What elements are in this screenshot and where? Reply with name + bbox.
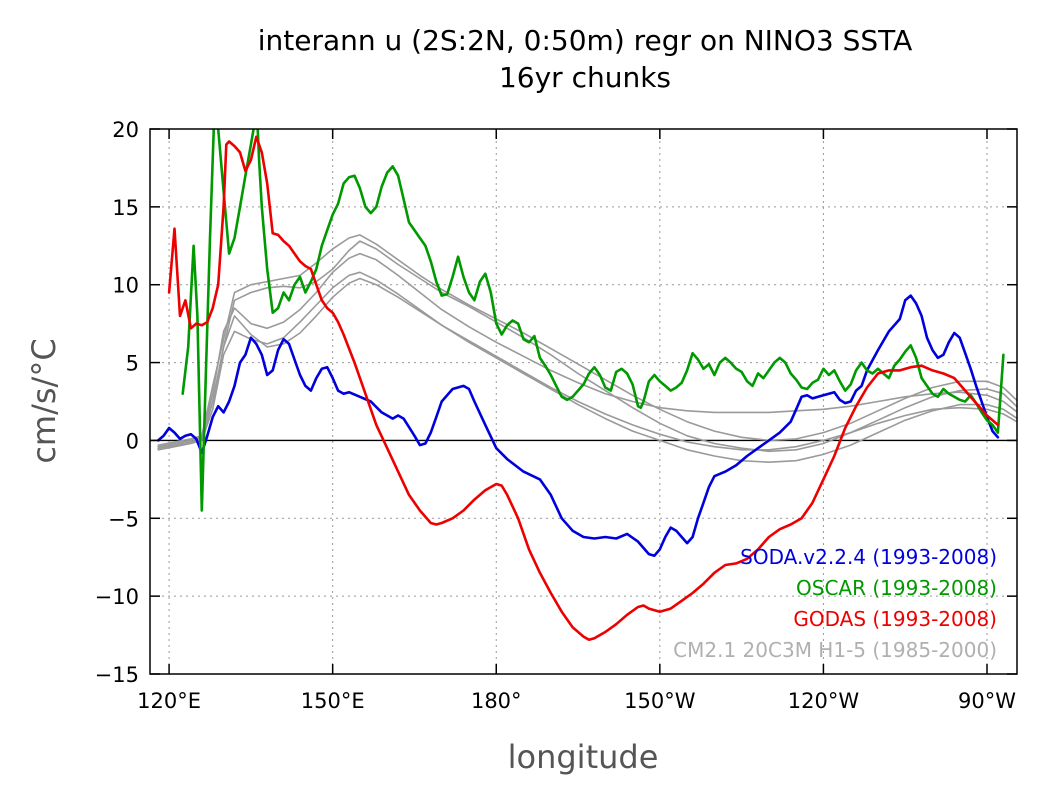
series-line-1 [157, 252, 1017, 448]
series-line-5 [156, 294, 1000, 557]
y-tick-label: −10 [95, 585, 139, 609]
y-tick-label: −5 [108, 507, 139, 531]
chart-title: interann u (2S:2N, 0:50m) regr on NINO3 … [258, 24, 913, 57]
y-tick-label: 10 [112, 274, 139, 298]
axis-ticks: 120°E 150°E 180° 150°W 120°W 90°W 20 15 10 5 0 −5 −1… [95, 118, 1017, 713]
x-tick-label: 150°E [301, 689, 365, 713]
y-tick-label: 20 [112, 118, 139, 142]
y-tick-label: −15 [95, 663, 139, 687]
legend-entry: CM2.1 20C3M H1-5 (1985-2000) [673, 638, 997, 662]
x-tick-label: 150°W [624, 689, 696, 713]
legend: SODA.v2.2.4 (1993-2008) OSCAR (1993-2008)… [673, 545, 997, 662]
chart-subtitle: 16yr chunks [499, 61, 671, 94]
series-lines [156, 129, 1017, 641]
plot-frame [149, 128, 1018, 675]
x-tick-label: 180° [471, 689, 522, 713]
x-tick-label: 90°W [958, 689, 1016, 713]
series-line-3 [157, 234, 1017, 446]
x-tick-label: 120°E [137, 689, 201, 713]
y-tick-label: 0 [126, 429, 139, 453]
legend-entry: SODA.v2.2.4 (1993-2008) [740, 545, 997, 569]
legend-entry: OSCAR (1993-2008) [796, 576, 997, 600]
series-line-6 [181, 129, 1005, 512]
legend-entry: GODAS (1993-2008) [793, 607, 997, 631]
y-axis-label: cm/s/°C [25, 338, 63, 463]
series-line-4 [157, 277, 1017, 451]
series-line-7 [167, 135, 1000, 641]
y-tick-label: 15 [112, 196, 139, 220]
x-axis-label: longitude [508, 738, 659, 776]
y-tick-label: 5 [126, 352, 139, 376]
x-tick-label: 120°W [788, 689, 860, 713]
